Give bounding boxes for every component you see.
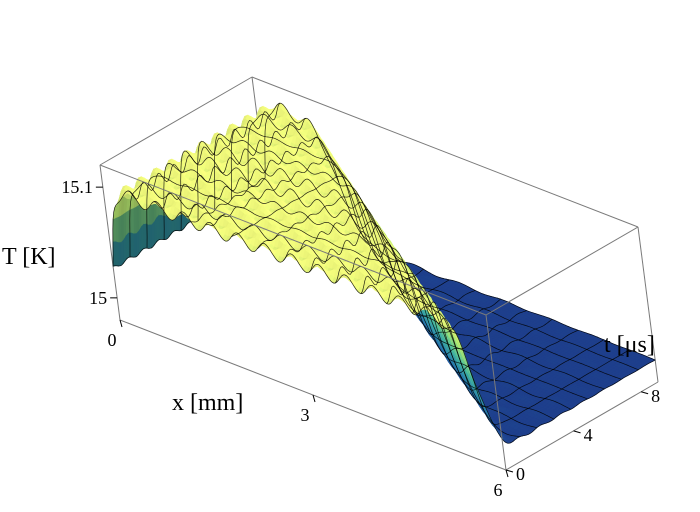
plot-box-back xyxy=(99,76,659,383)
surface-patch xyxy=(160,214,165,240)
box-edge-back-top-t xyxy=(99,76,253,166)
box-edge-left-vertical xyxy=(99,164,121,321)
box-edge-back-right-vertical xyxy=(637,226,659,383)
box-edge-back-top-x xyxy=(251,76,639,228)
